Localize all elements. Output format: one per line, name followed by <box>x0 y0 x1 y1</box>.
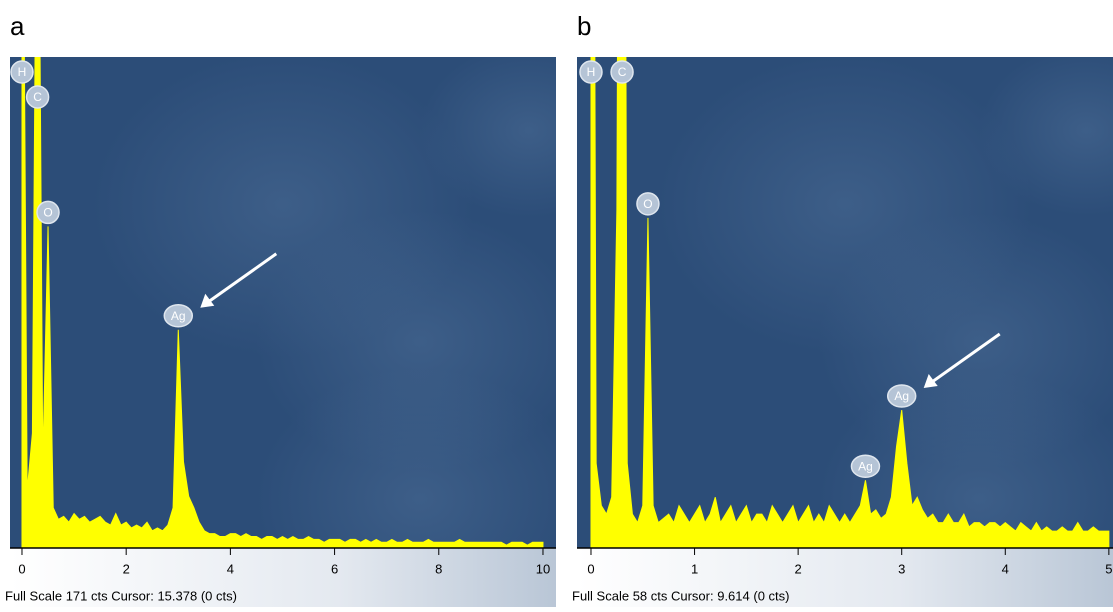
x-tick-label: 2 <box>795 561 802 576</box>
x-tick-label: 4 <box>1002 561 1009 576</box>
peak-label: Ag <box>894 389 909 403</box>
peak-label: O <box>43 206 52 220</box>
footer-text: Full Scale 171 cts Cursor: 15.378 (0 cts… <box>5 588 237 603</box>
panel: 0 1 2 3 4 5 Full Scale 58 cts Cursor: 9.614 (0… <box>572 0 1113 607</box>
x-tick-label: 0 <box>18 561 25 576</box>
page: 0246810Full Scale 171 cts Cursor: 15.378… <box>0 0 1113 612</box>
figure: 0246810Full Scale 171 cts Cursor: 15.378… <box>0 0 1113 607</box>
peak-label: O <box>643 197 652 211</box>
x-tick-label: 4 <box>227 561 234 576</box>
footer-text: Full Scale 58 cts Cursor: 9.614 (0 cts) <box>572 588 789 603</box>
peak-label: H <box>18 65 27 79</box>
x-tick-label: 3 <box>898 561 905 576</box>
x-tick-label: 2 <box>123 561 130 576</box>
x-tick-label: 10 <box>536 561 550 576</box>
peak-label: C <box>33 90 42 104</box>
peak-label: H <box>587 65 596 79</box>
x-tick-label: 1 <box>691 561 698 576</box>
peak-label: C <box>618 65 627 79</box>
panel-label: b <box>577 11 591 41</box>
peak-label: Ag <box>171 309 186 323</box>
x-tick-label: 6 <box>331 561 338 576</box>
x-tick-label: 5 <box>1105 561 1112 576</box>
x-tick-label: 0 <box>587 561 594 576</box>
x-tick-label: 8 <box>435 561 442 576</box>
peak-label: Ag <box>858 459 873 473</box>
panel: 0 2 4 6 8 10 Full Scale 171 cts Cursor: 15.378… <box>5 0 638 607</box>
panel-label: a <box>10 11 25 41</box>
